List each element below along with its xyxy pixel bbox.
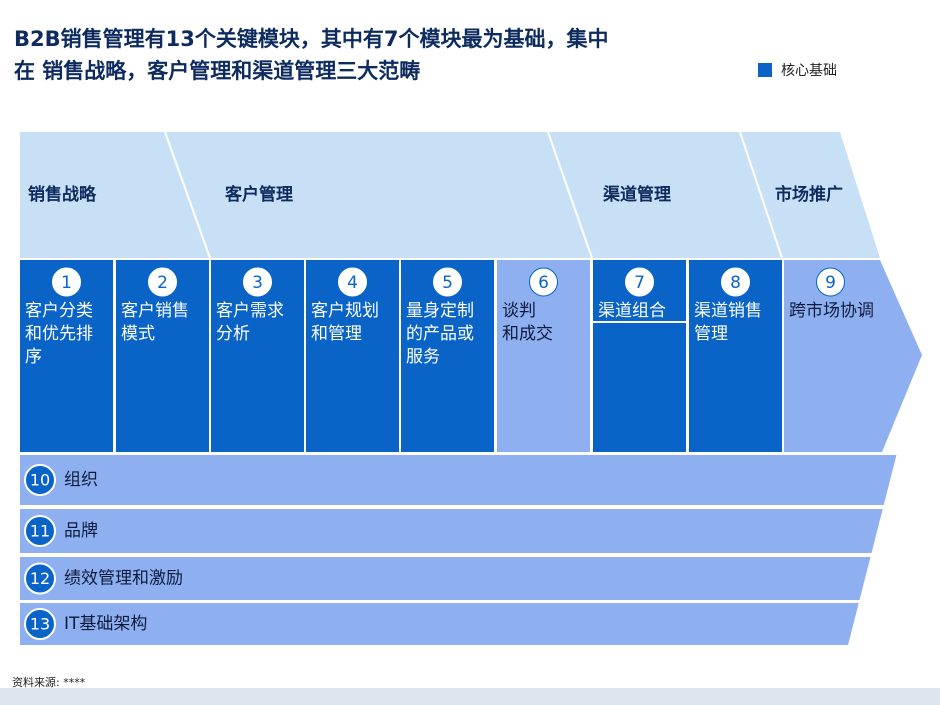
module-box <box>784 260 922 452</box>
category-label: 市场推广 <box>775 184 843 205</box>
module-label: 渠道销售 <box>694 301 762 321</box>
category-band <box>20 132 880 258</box>
module-label: 渠道组合 <box>598 301 666 321</box>
title-line: 在 销售战略，客户管理和渠道管理三大范畴 <box>14 59 420 83</box>
category-label: 客户管理 <box>224 184 293 205</box>
module-number: 3 <box>252 273 263 293</box>
module-label: 客户规划 <box>311 301 379 321</box>
module-label: 客户需求 <box>216 301 284 321</box>
foundation-number: 13 <box>30 615 50 634</box>
number-badge <box>433 267 462 297</box>
divider <box>164 131 211 259</box>
number-badge <box>24 562 56 595</box>
module-label: 量身定制 <box>406 301 474 321</box>
foundation-row <box>20 557 871 600</box>
module-label: 和优先排 <box>25 324 93 344</box>
module-label: 客户销售 <box>121 301 189 321</box>
module-label: 跨市场协调 <box>789 301 874 321</box>
foundation-label: IT基础架构 <box>64 614 147 634</box>
module-number: 7 <box>634 273 645 293</box>
number-badge <box>148 267 177 297</box>
category-label: 销售战略 <box>28 184 97 205</box>
number-badge <box>24 515 56 547</box>
module-number: 4 <box>347 273 358 293</box>
module-label: 服务 <box>406 347 440 367</box>
foundation-label: 绩效管理和激励 <box>64 569 183 589</box>
foundation-row <box>20 509 883 553</box>
module-number: 9 <box>825 273 836 293</box>
number-badge <box>721 267 750 297</box>
module-label: 和成交 <box>502 324 553 344</box>
foundation-number: 11 <box>30 522 50 541</box>
foundation-label: 品牌 <box>64 521 98 541</box>
number-badge <box>24 464 56 496</box>
module-label: 管理 <box>694 324 728 344</box>
number-badge <box>52 267 81 297</box>
source: 资料来源: **** <box>12 675 86 689</box>
module-label: 和管理 <box>311 324 362 344</box>
foundation-number: 10 <box>30 471 50 490</box>
module-label: 序 <box>25 347 42 367</box>
module-label: 分析 <box>216 324 250 344</box>
number-badge <box>243 267 272 297</box>
module-label: 的产品或 <box>406 324 474 344</box>
number-badge <box>338 267 367 297</box>
module-label: 谈判 <box>502 301 536 321</box>
module-number: 6 <box>538 273 549 293</box>
module-number: 5 <box>442 273 453 293</box>
category-label: 渠道管理 <box>602 184 671 205</box>
legend-label: 核心基础 <box>781 62 837 79</box>
foundation-row <box>20 455 897 505</box>
foundation-number: 12 <box>30 569 50 588</box>
foundation-label: 组织 <box>64 470 98 490</box>
divider <box>739 131 783 259</box>
foundation-row <box>20 603 859 645</box>
module-label: 模式 <box>121 324 155 344</box>
number-badge <box>816 267 845 297</box>
footer-strip <box>0 688 940 705</box>
title-line: B2B销售管理有13个关键模块，其中有7个模块最为基础，集中 <box>14 27 608 51</box>
module-number: 2 <box>157 273 168 293</box>
number-badge <box>529 267 558 297</box>
legend-swatch <box>758 63 772 77</box>
module-number: 1 <box>61 273 72 293</box>
module-number: 8 <box>730 273 741 293</box>
number-badge <box>625 267 654 297</box>
module-label: 客户分类 <box>25 301 93 321</box>
divider <box>547 131 593 259</box>
number-badge <box>24 608 56 640</box>
